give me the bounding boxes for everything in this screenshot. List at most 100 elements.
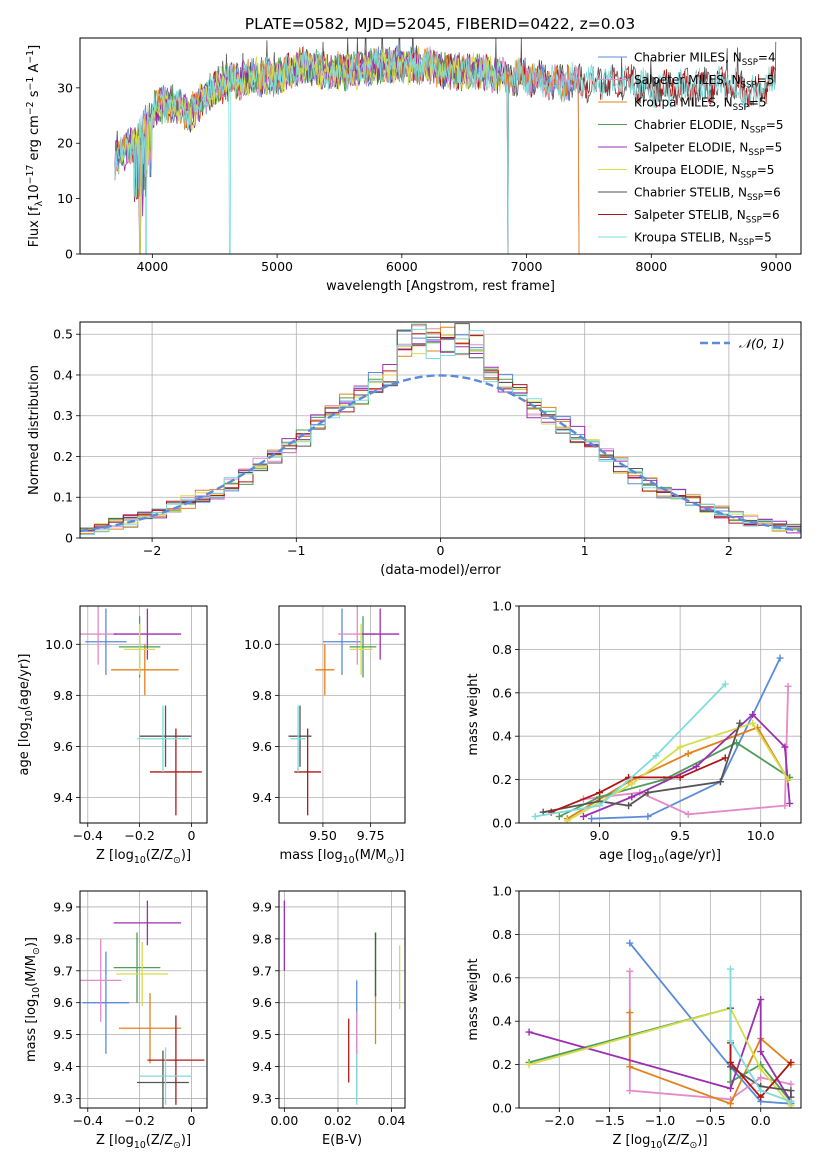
- frame-residuals: −2 −1 0 1 2 0 0.1 0.2 0.3 0.4 0.5 (data-model)/erro…: [27, 321, 802, 578]
- y-tick-label: 0: [65, 247, 73, 262]
- x-tick-label: 9.50: [309, 828, 337, 843]
- x-tick-label: −0.4: [73, 1113, 103, 1128]
- weight-line: [591, 657, 781, 820]
- legend-label: Chabrier MILES, NSSP=4: [634, 51, 776, 69]
- y-tick-label: 9.4: [252, 1059, 272, 1074]
- weight-line: [583, 713, 791, 818]
- legend-label: Kroupa MILES, NSSP=5: [634, 96, 767, 114]
- y-axis-label: Flux [fλ10−17 erg cm−2 s−1 A−1]: [25, 45, 45, 247]
- y-tick-label: 0.6: [492, 685, 512, 700]
- legend-label: 𝒩(0, 1): [739, 336, 785, 351]
- x-tick-label: −1.0: [645, 1113, 675, 1128]
- y-axis-label: mass weight: [466, 673, 481, 755]
- axes-frame: [79, 605, 208, 824]
- weight-line: [629, 942, 791, 1105]
- y-tick-label: 9.3: [53, 1091, 73, 1106]
- y-tick-label: 9.6: [252, 739, 272, 754]
- legend-label: Salpeter STELIB, NSSP=6: [634, 208, 780, 226]
- x-tick-label: 0.0: [751, 1113, 771, 1128]
- y-tick-label: 0.0: [492, 1101, 512, 1116]
- axes-frame: [518, 605, 802, 824]
- x-tick-label: 0: [187, 828, 195, 843]
- frame-age_vs_mass: 9.50 9.75 9.4 9.6 9.8 10.0 mass [log10(M/M⊙)]: [244, 605, 406, 866]
- x-tick-label: 9.75: [357, 828, 385, 843]
- x-axis-label: E(B-V): [322, 1133, 362, 1148]
- y-tick-label: 1.0: [492, 884, 512, 899]
- frame-weight_vs_age: 9.0 9.5 10.0 0.0 0.2 0.4 0.6 0.8 1.0 age [log10(a…: [466, 599, 802, 866]
- x-tick-label: 6000: [386, 259, 418, 274]
- y-tick-label: 9.8: [252, 931, 272, 946]
- y-tick-label: 0.3: [53, 408, 73, 423]
- x-axis-label: age [log10(age/yr)]: [599, 848, 721, 866]
- y-axis-label: mass weight: [466, 958, 481, 1040]
- x-tick-label: −1: [287, 543, 305, 558]
- y-tick-label: 0.8: [492, 642, 512, 657]
- y-axis-label: Normed distribution: [27, 365, 42, 495]
- spectrum-legend: Chabrier MILES, NSSP=4 Salpeter MILES, NS…: [598, 51, 783, 249]
- y-tick-label: 9.6: [53, 739, 73, 754]
- frame-age_vs_Z: −0.4 −0.2 0 9.4 9.6 9.8 10.0 Z [log10(Z/Z⊙)] age…: [17, 605, 208, 866]
- weight-line: [534, 683, 726, 818]
- plot-mass_vs_EBV: [283, 900, 401, 1105]
- x-tick-label: −2.0: [544, 1113, 574, 1128]
- x-tick-label: −0.2: [124, 828, 154, 843]
- y-tick-label: 9.8: [53, 688, 73, 703]
- y-tick-label: 9.5: [252, 1027, 272, 1042]
- spectrum-line: [114, 45, 777, 254]
- plot-age_vs_Z: [80, 606, 202, 816]
- x-tick-label: −0.4: [73, 828, 103, 843]
- y-tick-label: 0.2: [492, 772, 512, 787]
- frame-mass_vs_EBV: 0.00 0.02 0.04 9.3 9.4 9.5 9.6 9.7 9.8 9.9 E(B-V): [252, 890, 406, 1148]
- y-tick-label: 0.2: [492, 1057, 512, 1072]
- x-tick-label: 0: [187, 1113, 195, 1128]
- y-tick-label: 0.8: [492, 927, 512, 942]
- y-tick-label: 9.7: [53, 963, 73, 978]
- figure-title: PLATE=0582, MJD=52045, FIBERID=0422, z=0…: [245, 15, 635, 33]
- frame-mass_vs_Z: −0.4 −0.2 0 9.3 9.4 9.5 9.6 9.7 9.8 9.9 Z [log10(Z…: [24, 890, 208, 1151]
- y-tick-label: 0.4: [492, 729, 512, 744]
- plot-age_vs_mass: [288, 606, 400, 816]
- x-axis-label: mass [log10(M/M⊙)]: [280, 848, 405, 866]
- plot-mass_vs_Z: [80, 900, 205, 1108]
- x-tick-label: 2: [725, 543, 733, 558]
- x-tick-label: 1: [581, 543, 589, 558]
- x-tick-label: 7000: [511, 259, 543, 274]
- x-tick-label: 0.02: [324, 1113, 352, 1128]
- legend-label: Kroupa STELIB, NSSP=5: [634, 231, 772, 249]
- x-tick-label: 9.0: [590, 828, 610, 843]
- weight-line: [543, 722, 741, 813]
- axes-frame: [278, 890, 406, 1109]
- x-tick-label: 8000: [635, 259, 667, 274]
- x-axis-label: Z [log10(Z/Z⊙)]: [96, 1133, 191, 1151]
- plot-spectrum: [114, 38, 777, 254]
- legend-label: Chabrier STELIB, NSSP=6: [634, 186, 781, 204]
- x-tick-label: 4000: [136, 259, 168, 274]
- y-tick-label: 10.0: [45, 637, 73, 652]
- axes-frame: [278, 605, 406, 824]
- y-tick-label: 10: [57, 191, 73, 206]
- y-tick-label: 0.6: [492, 970, 512, 985]
- weight-line: [528, 1007, 792, 1107]
- y-tick-label: 0.4: [53, 367, 73, 382]
- y-tick-label: 9.7: [252, 963, 272, 978]
- normal-curve: [80, 374, 801, 533]
- y-axis-label: mass [log10(M/M⊙)]: [24, 937, 42, 1062]
- plot-weight_vs_Z: [525, 939, 795, 1108]
- x-axis-label: Z [log10(Z/Z⊙)]: [612, 1133, 707, 1151]
- y-tick-label: 9.6: [53, 995, 73, 1010]
- y-tick-label: 20: [57, 136, 73, 151]
- axes-frame: [79, 890, 208, 1109]
- y-tick-label: 0.0: [492, 816, 512, 831]
- y-tick-label: 9.4: [53, 790, 73, 805]
- legend-label: Salpeter MILES, NSSP=5: [634, 73, 774, 91]
- y-tick-label: 9.8: [252, 688, 272, 703]
- y-tick-label: 9.8: [53, 931, 73, 946]
- y-tick-label: 9.6: [252, 995, 272, 1010]
- y-axis-label: age [log10(age/yr)]: [17, 654, 35, 776]
- x-tick-label: −1.5: [594, 1113, 624, 1128]
- y-tick-label: 9.5: [53, 1027, 73, 1042]
- legend-label: Salpeter ELODIE, NSSP=5: [634, 141, 782, 159]
- x-tick-label: −0.2: [124, 1113, 154, 1128]
- y-tick-label: 10.0: [244, 637, 272, 652]
